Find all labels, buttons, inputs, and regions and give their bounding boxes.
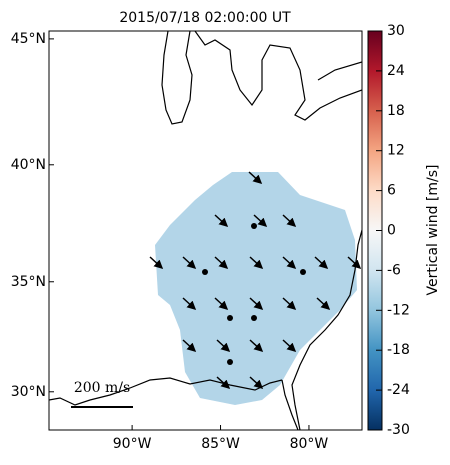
wind-arrow xyxy=(249,376,264,390)
map-area xyxy=(49,31,362,430)
y-tick-label: 45°N xyxy=(11,31,46,47)
wind-arrow xyxy=(282,297,297,311)
colorbar-label: Vertical wind [m/s] xyxy=(425,165,441,296)
wind-arrow xyxy=(253,214,268,228)
colorbar-tick-label: -18 xyxy=(387,342,410,358)
wind-vectors xyxy=(149,171,362,390)
colorbar-tick-label: 30 xyxy=(387,23,405,39)
y-tick-label: 30°N xyxy=(11,384,46,400)
colorbar-tick-label: 12 xyxy=(387,143,405,159)
wind-arrow xyxy=(282,214,297,228)
wind-arrow xyxy=(248,171,263,185)
wind-arrow xyxy=(316,297,331,311)
colorbar-tick-label: 6 xyxy=(387,183,396,199)
wind-arrow xyxy=(249,297,264,311)
wind-arrow xyxy=(214,256,229,270)
wind-arrow xyxy=(214,297,229,311)
wind-arrow xyxy=(182,339,197,353)
wind-arrow xyxy=(182,256,197,270)
wind-arrow xyxy=(282,339,297,353)
wind-arrow xyxy=(282,256,297,270)
wind-arrow xyxy=(149,256,164,270)
colorbar-tick-label: -6 xyxy=(387,262,401,278)
x-tick-label: 90°W xyxy=(113,436,152,452)
title: 2015/07/18 02:00:00 UT xyxy=(119,10,291,26)
wind-arrow xyxy=(314,256,329,270)
y-tick-label: 35°N xyxy=(11,274,46,290)
x-tick-label: 85°W xyxy=(201,436,240,452)
colorbar-tick-label: -12 xyxy=(387,302,410,318)
colorbar-tick-label: -24 xyxy=(387,382,410,398)
wind-arrow xyxy=(182,297,197,311)
scale-label: 200 m/s xyxy=(74,380,130,396)
wind-region xyxy=(155,172,357,405)
colorbar-tick-label: -30 xyxy=(387,422,410,438)
wind-arrow xyxy=(216,339,231,353)
wind-arrow xyxy=(214,214,229,228)
wind-arrow xyxy=(347,256,362,270)
wind-arrow xyxy=(249,256,264,270)
map-frame xyxy=(48,30,363,431)
wind-arrow xyxy=(216,376,231,390)
station-dots xyxy=(202,223,306,365)
x-tick-label: 80°W xyxy=(290,436,329,452)
y-tick-label: 40°N xyxy=(11,157,46,173)
colorbar-tick-label: 24 xyxy=(387,63,405,79)
colorbar-tick-label: 0 xyxy=(387,223,396,239)
colorbar-tick-label: 18 xyxy=(387,103,405,119)
wind-arrow xyxy=(249,339,264,353)
